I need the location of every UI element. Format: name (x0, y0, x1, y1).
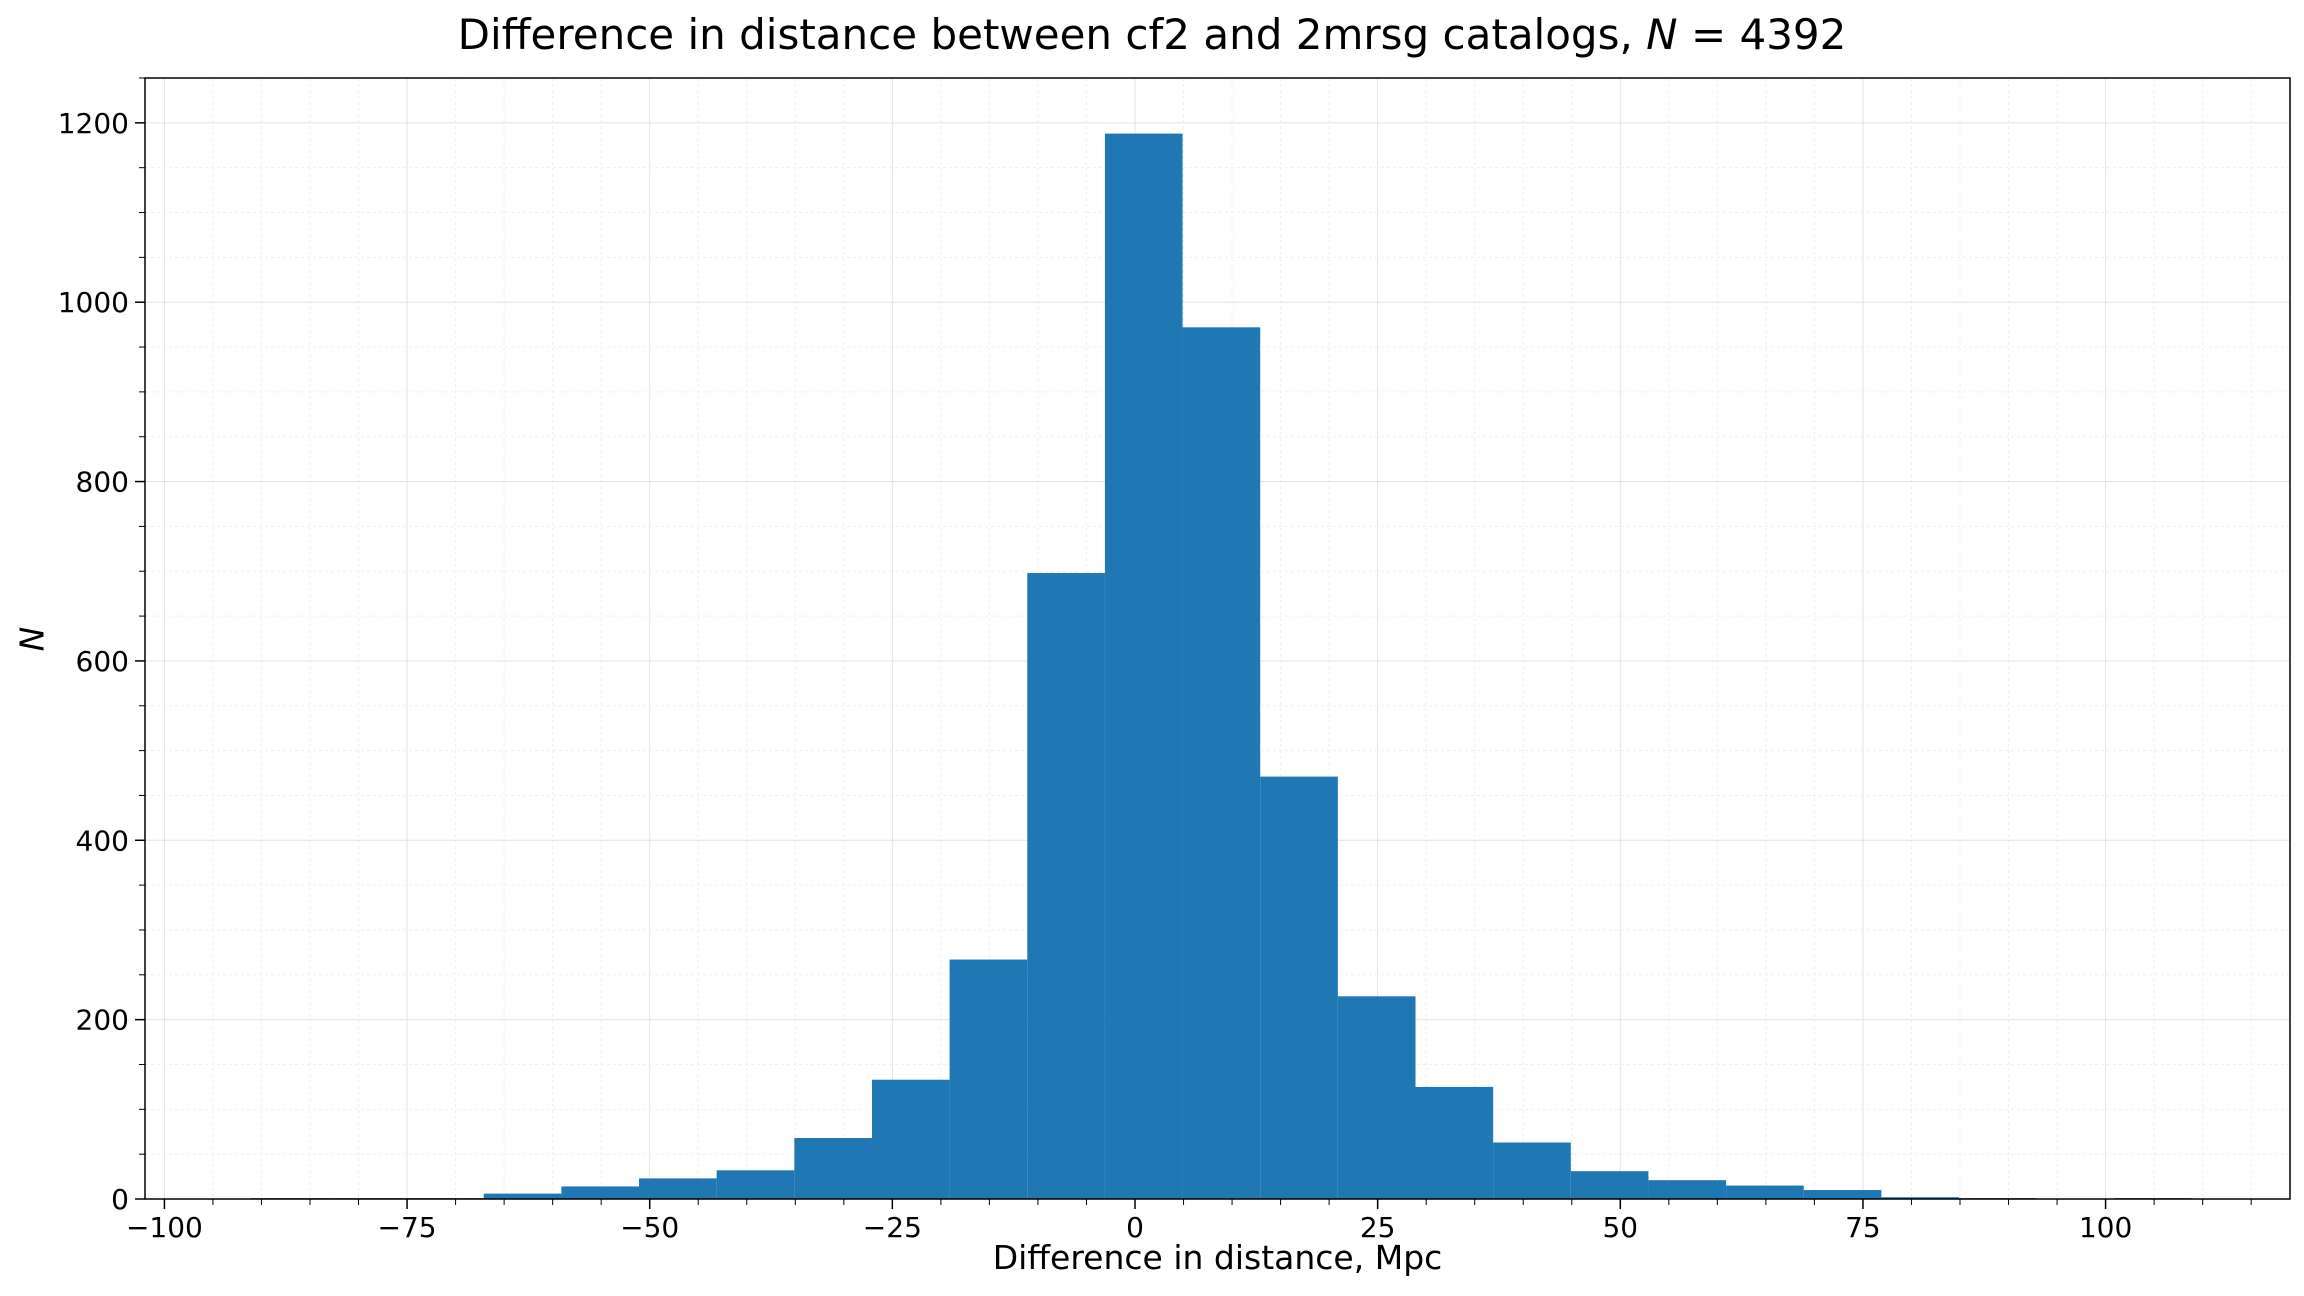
histogram-bar-16 (1493, 1142, 1571, 1199)
histogram-bar-15 (1415, 1086, 1494, 1199)
histogram-bar-19 (1726, 1185, 1804, 1199)
histogram-bar-5 (639, 1178, 717, 1199)
histogram-bar-9 (949, 959, 1028, 1199)
y-tick-label: 400 (76, 824, 129, 857)
x-tick-label: 50 (1602, 1211, 1638, 1244)
x-tick-label: −50 (620, 1211, 679, 1244)
ticks-layer: −100 −75 −50 −25 0 25 50 75 10002004006008001000… (58, 77, 2252, 1244)
histogram-bar-10 (1027, 573, 1105, 1199)
y-tick-label: 200 (76, 1004, 129, 1037)
histogram-bar-11 (1104, 133, 1183, 1200)
x-tick-label: −100 (126, 1211, 203, 1244)
chart-title: Difference in distance between cf2 and 2… (0, 10, 2304, 59)
y-tick-label: 1200 (58, 107, 129, 140)
histogram-bar-18 (1648, 1180, 1727, 1199)
y-tick-label: 0 (111, 1183, 129, 1216)
histogram-bar-3 (483, 1193, 562, 1199)
chart-title-count: = 4392 (1677, 10, 1847, 59)
x-tick-label: 100 (2079, 1211, 2132, 1244)
chart-title-text: Difference in distance between cf2 and 2… (457, 10, 1647, 59)
histogram-bar-6 (716, 1170, 795, 1199)
histogram-bar-17 (1570, 1171, 1649, 1199)
y-tick-label: 800 (76, 466, 129, 499)
histogram-bar-13 (1260, 776, 1338, 1199)
y-tick-label: 600 (76, 645, 129, 678)
x-tick-label: −25 (863, 1211, 922, 1244)
histogram-bar-14 (1337, 996, 1416, 1199)
x-tick-label: 75 (1845, 1211, 1881, 1244)
histogram-bar-12 (1182, 327, 1261, 1199)
histogram-bar-21 (1881, 1197, 1960, 1199)
y-axis-label: N (12, 626, 52, 652)
chart-title-variable: N (1646, 10, 1678, 59)
histogram-bar-20 (1803, 1190, 1882, 1199)
x-axis-label: Difference in distance, Mpc (992, 1238, 1443, 1277)
histogram-bar-4 (561, 1186, 640, 1199)
histogram-bar-7 (794, 1138, 872, 1199)
bars-layer (250, 133, 2192, 1200)
x-tick-label: −75 (378, 1211, 437, 1244)
x-tick-label: 25 (1360, 1211, 1396, 1244)
y-tick-label: 1000 (58, 286, 129, 319)
axes-frame (144, 77, 2291, 1200)
histogram-bar-8 (871, 1079, 950, 1199)
x-tick-label: 0 (1126, 1211, 1144, 1244)
